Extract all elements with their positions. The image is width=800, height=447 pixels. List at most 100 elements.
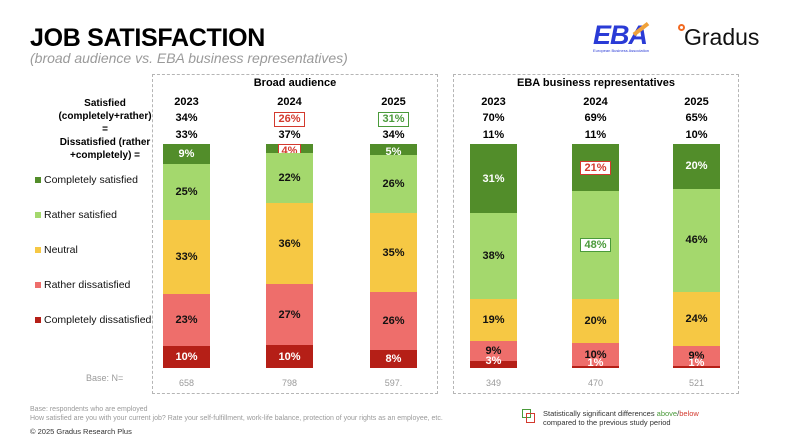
- bar-segment-label: 26%: [382, 178, 404, 190]
- sig-suffix: compared to the previous study period: [543, 418, 671, 427]
- bar-segment: 35%: [370, 213, 417, 291]
- bar-segment: 5%: [370, 144, 417, 155]
- question-note: How satisfied are you with your current …: [30, 415, 443, 422]
- bar-segment: 24%: [673, 292, 720, 346]
- bar-segment: 33%: [163, 220, 210, 294]
- bar-segment: 10%: [266, 345, 313, 368]
- significance-note: Statistically significant differences ab…: [543, 409, 699, 427]
- legend-label: Neutral: [44, 244, 78, 256]
- dissatisfied-total: 37%: [260, 129, 320, 141]
- base-n-value: 349: [464, 378, 524, 388]
- satisfied-total: 34%: [157, 112, 217, 124]
- eba-logo-caption: European Business Association: [593, 48, 657, 53]
- dissatisfied-total: 10%: [667, 129, 727, 141]
- bar-segment: 10%: [163, 346, 210, 368]
- bar-segment-label: 24%: [685, 313, 707, 325]
- satisfied-total: 70%: [464, 112, 524, 124]
- legend-item: Completely satisfied: [35, 174, 138, 186]
- bar-segment: 3%: [470, 361, 517, 368]
- bar-segment-label: 26%: [382, 315, 404, 327]
- bar-segment: 26%: [370, 292, 417, 350]
- group-title-eba: EBA business representatives: [453, 77, 739, 89]
- legend-item: Completely dissatisfied: [35, 314, 151, 326]
- legend-item: Rather dissatisfied: [35, 279, 130, 291]
- bar-segment: 21%: [572, 144, 619, 191]
- bar-segment-label: 22%: [278, 172, 300, 184]
- satisfied-total: 65%: [667, 112, 727, 124]
- bar-segment-label: 19%: [482, 314, 504, 326]
- sig-above: above: [657, 409, 677, 418]
- satisfied-row-label: Satisfied (completely+rather) =: [55, 97, 155, 136]
- bar-segment: 36%: [266, 203, 313, 284]
- base-n-value: 658: [157, 378, 217, 388]
- year-label: 2023: [157, 96, 217, 108]
- dissatisfied-row-label: Dissatisfied (rather +completely) =: [55, 136, 155, 162]
- legend-item: Rather satisfied: [35, 209, 117, 221]
- dissatisfied-total: 33%: [157, 129, 217, 141]
- bar-segment: 20%: [572, 299, 619, 344]
- base-n-value: 470: [566, 378, 626, 388]
- base-n-value: 521: [667, 378, 727, 388]
- gradus-dot-icon: [678, 24, 685, 31]
- legend-swatch: [35, 317, 41, 323]
- bar-segment: 8%: [370, 350, 417, 368]
- dissatisfied-total: 11%: [566, 129, 626, 141]
- legend-label: Rather dissatisfied: [44, 279, 130, 291]
- bar-segment-label: 10%: [175, 351, 197, 363]
- bar-segment: 27%: [266, 284, 313, 345]
- year-label: 2023: [464, 96, 524, 108]
- base-n-value: 597.: [364, 378, 424, 388]
- bar-segment-label: 27%: [278, 309, 300, 321]
- bar-segment-label: 9%: [179, 148, 195, 160]
- base-note: Base: respondents who are employed: [30, 406, 148, 413]
- bar-segment-label: 10%: [278, 351, 300, 363]
- bar-segment-label: 3%: [486, 355, 502, 367]
- bar-segment: 23%: [163, 294, 210, 346]
- bar-segment-label: 20%: [685, 160, 707, 172]
- bar-segment-label: 35%: [382, 247, 404, 259]
- year-label: 2024: [260, 96, 320, 108]
- satisfied-total: 69%: [566, 112, 626, 124]
- bar-segment-label: 33%: [175, 251, 197, 263]
- page-subtitle: (broad audience vs. EBA business represe…: [30, 50, 348, 66]
- sig-prefix: Statistically significant differences: [543, 409, 657, 418]
- bar-segment-label: 23%: [175, 314, 197, 326]
- base-n-value: 798: [260, 378, 320, 388]
- eba-logo: EBA European Business Association: [593, 22, 657, 54]
- dissatisfied-total: 34%: [364, 129, 424, 141]
- dissatisfied-total: 11%: [464, 129, 524, 141]
- legend-swatch: [35, 177, 41, 183]
- legend-swatch: [35, 212, 41, 218]
- bar-segment: 20%: [673, 144, 720, 189]
- bar-segment: 19%: [470, 299, 517, 342]
- legend-label: Completely satisfied: [44, 174, 138, 186]
- significance-icon: [522, 409, 538, 423]
- bar-segment-label: 1%: [689, 357, 705, 369]
- legend-swatch: [35, 247, 41, 253]
- page-title: JOB SATISFACTION: [30, 24, 265, 53]
- bar-segment-label: 36%: [278, 238, 300, 250]
- legend-label: Completely dissatisfied: [44, 314, 151, 326]
- bar-segment: 1%: [673, 366, 720, 368]
- bar-segment: 26%: [370, 155, 417, 213]
- gradus-logo: Gradus: [684, 24, 759, 51]
- summary-labels: Satisfied (completely+rather) = Dissatis…: [50, 97, 160, 162]
- legend-label: Rather satisfied: [44, 209, 117, 221]
- satisfied-total: 31%: [364, 112, 424, 127]
- sig-below: below: [679, 409, 699, 418]
- copyright: © 2025 Gradus Research Plus: [30, 427, 132, 436]
- bar-segment: 22%: [266, 153, 313, 203]
- bar-segment: 48%: [572, 191, 619, 299]
- bar-segment-label: 46%: [685, 234, 707, 246]
- legend-item: Neutral: [35, 244, 78, 256]
- bar-segment: 4%: [266, 144, 313, 153]
- satisfied-total: 26%: [260, 112, 320, 127]
- bar-segment: 25%: [163, 164, 210, 220]
- bar-segment-label: 31%: [482, 173, 504, 185]
- bar-segment: 1%: [572, 366, 619, 368]
- bar-segment: 31%: [470, 144, 517, 213]
- year-label: 2024: [566, 96, 626, 108]
- year-label: 2025: [364, 96, 424, 108]
- group-title-broad: Broad audience: [152, 77, 438, 89]
- gradus-logo-text: Gradus: [684, 24, 759, 50]
